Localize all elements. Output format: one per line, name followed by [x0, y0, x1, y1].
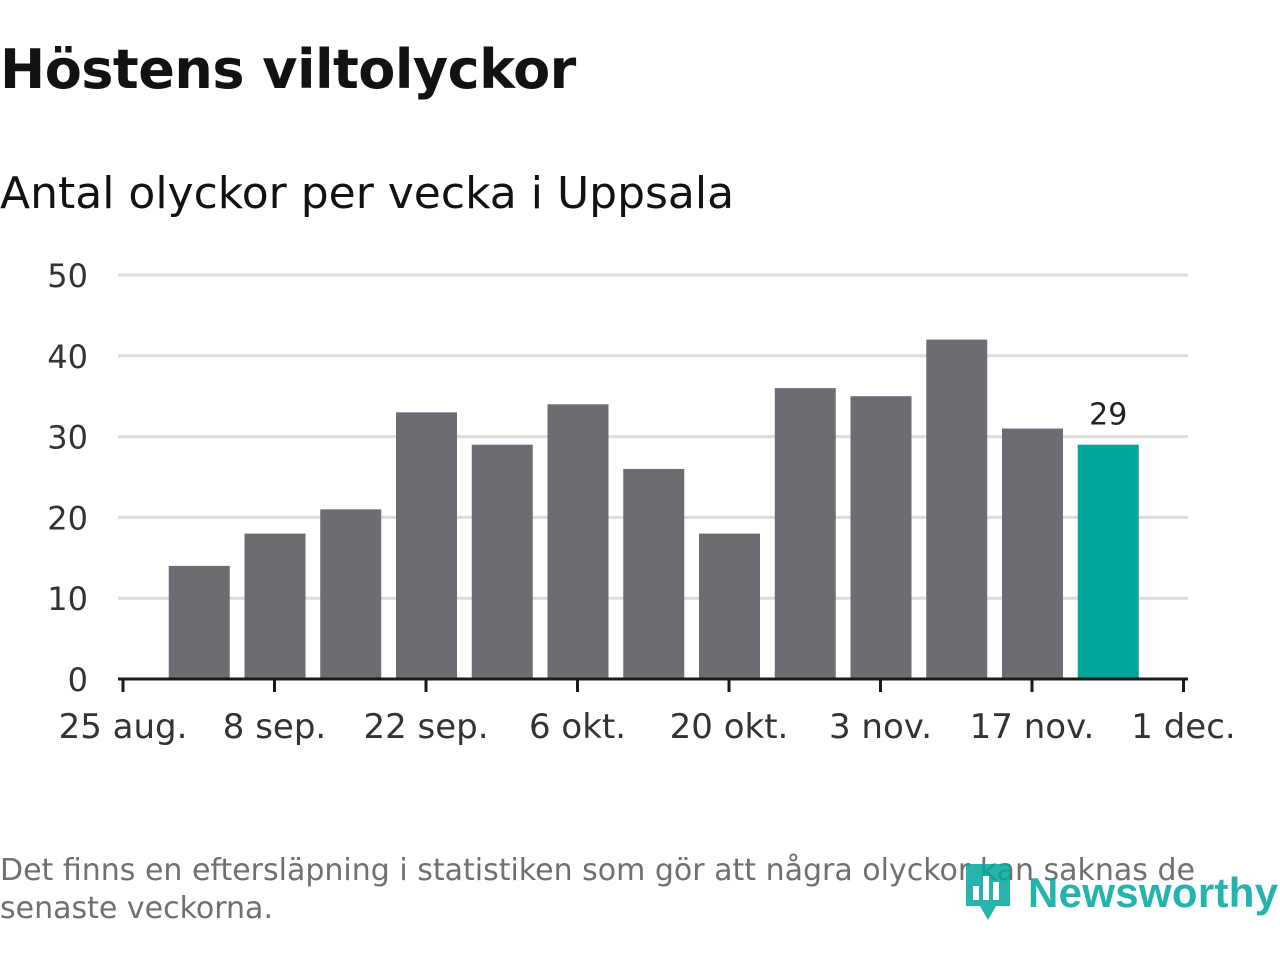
data-label: 29 [1089, 398, 1127, 433]
x-tick-label: 6 okt. [529, 707, 626, 747]
bar [244, 533, 306, 679]
bar [547, 404, 609, 679]
x-tick-label: 17 nov. [970, 707, 1095, 747]
y-tick-label: 50 [47, 257, 88, 295]
data-labels: 29 [1089, 398, 1127, 433]
y-axis-ticks: 0 10 20 30 40 50 [47, 257, 88, 699]
x-tick-label: 22 sep. [363, 707, 488, 747]
brand-name: Newsworthy [1028, 869, 1279, 916]
y-tick-label: 30 [47, 419, 88, 457]
bar [471, 444, 533, 679]
x-axis [118, 677, 1188, 692]
y-tick-label: 20 [47, 499, 88, 537]
x-tick-label: 8 sep. [223, 707, 326, 747]
bar [699, 533, 760, 679]
bar [850, 396, 912, 679]
x-tick-label: 1 dec. [1131, 707, 1235, 747]
y-tick-label: 0 [68, 661, 88, 699]
bar [396, 412, 457, 679]
bar-highlighted [1077, 444, 1139, 679]
newsworthy-logo-icon [966, 864, 1010, 920]
bar [1002, 428, 1063, 679]
bar-chart: 0 10 20 30 40 50 25 aug. 8 sep. 22 sep. 6 okt. 20… [47, 257, 1236, 747]
bar [623, 468, 685, 679]
bars [168, 339, 1139, 679]
brand: Newsworthy [962, 860, 1278, 926]
x-tick-label: 25 aug. [59, 707, 188, 747]
x-tick-label: 20 okt. [670, 707, 789, 747]
bar [774, 388, 836, 679]
chart-subtitle: Antal olyckor per vecka i Uppsala [0, 168, 735, 219]
x-axis-tick-labels: 25 aug. 8 sep. 22 sep. 6 okt. 20 okt. 3 nov. 1… [59, 707, 1236, 747]
y-tick-label: 10 [47, 580, 88, 618]
bar [168, 565, 230, 679]
y-tick-label: 40 [47, 338, 88, 376]
x-tick-label: 3 nov. [829, 707, 932, 747]
bar [926, 339, 988, 679]
bar [320, 509, 382, 679]
chart-title: Höstens viltolyckor [0, 38, 576, 101]
